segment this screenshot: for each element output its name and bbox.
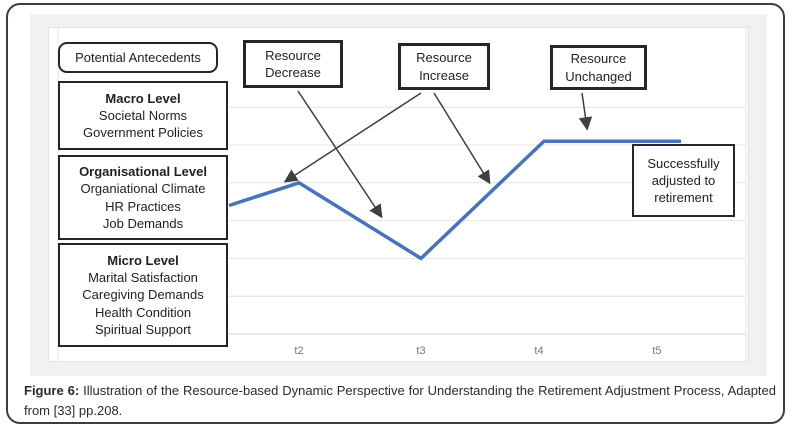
x-axis-tick-label: t5 xyxy=(652,345,661,357)
figure-caption-text: Illustration of the Resource-based Dynam… xyxy=(24,383,777,418)
macro-level-item: Government Policies xyxy=(83,125,203,141)
macro-level-box: Macro Level Societal Norms Government Po… xyxy=(58,81,228,150)
outcome-box: Successfully adjusted to retirement xyxy=(632,144,735,217)
micro-level-item: Spiritual Support xyxy=(94,321,192,337)
resource-trajectory-line xyxy=(228,139,681,261)
micro-level-title: Micro Level xyxy=(107,253,179,269)
resource-unchanged-arrow xyxy=(578,92,593,131)
micro-level-item: Marital Satisfaction xyxy=(88,270,198,286)
micro-level-item: Health Condition xyxy=(94,304,192,320)
potential-antecedents-label: Potential Antecedents xyxy=(75,49,201,65)
x-axis-tick-label: t3 xyxy=(416,345,425,357)
resource-increase-arrow-right xyxy=(433,92,491,185)
x-axis-tick-label: t2 xyxy=(294,345,303,357)
organisational-level-item: Job Demands xyxy=(102,215,184,231)
micro-level-item: Caregiving Demands xyxy=(82,287,204,303)
organisational-level-box: Organisational Level Organiational Clima… xyxy=(58,155,228,240)
x-axis-tick-label: t4 xyxy=(534,345,543,357)
figure-caption: Figure 6: Illustration of the Resource-b… xyxy=(24,381,776,420)
resource-increase-arrow-left xyxy=(283,92,422,183)
resource-increase-box: Resource Increase xyxy=(398,43,490,90)
organisational-level-item: Organiational Climate xyxy=(80,181,206,197)
micro-level-box: Micro Level Marital Satisfaction Caregiv… xyxy=(58,243,228,347)
macro-level-item: Societal Norms xyxy=(98,107,188,123)
figure-caption-label: Figure 6: xyxy=(24,383,80,398)
organisational-level-item: HR Practices xyxy=(105,198,181,214)
resource-decrease-arrow xyxy=(297,90,383,219)
resource-unchanged-box: Resource Unchanged xyxy=(550,45,647,90)
potential-antecedents-box: Potential Antecedents xyxy=(58,42,218,73)
macro-level-title: Macro Level xyxy=(105,90,181,106)
organisational-level-title: Organisational Level xyxy=(79,164,207,180)
resource-decrease-box: Resource Decrease xyxy=(243,40,343,88)
